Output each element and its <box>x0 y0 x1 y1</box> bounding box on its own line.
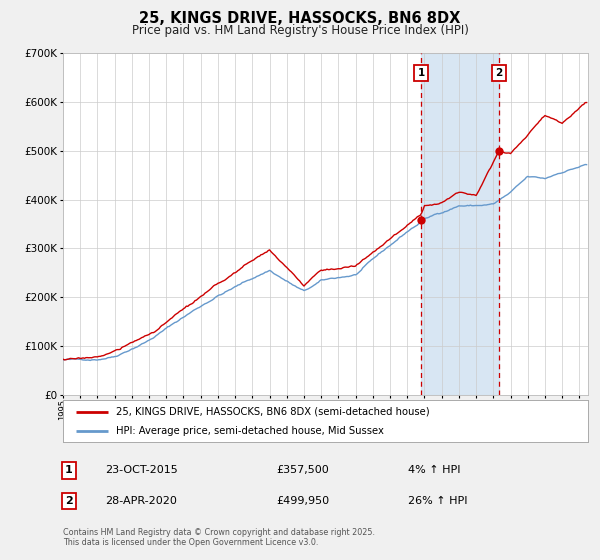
Text: Contains HM Land Registry data © Crown copyright and database right 2025.: Contains HM Land Registry data © Crown c… <box>63 528 375 536</box>
Text: 1: 1 <box>65 465 73 475</box>
Text: 26% ↑ HPI: 26% ↑ HPI <box>408 496 467 506</box>
Text: This data is licensed under the Open Government Licence v3.0.: This data is licensed under the Open Gov… <box>63 538 319 547</box>
Text: Price paid vs. HM Land Registry's House Price Index (HPI): Price paid vs. HM Land Registry's House … <box>131 24 469 36</box>
Bar <box>421 53 499 395</box>
Text: 1: 1 <box>418 68 425 78</box>
Text: 23-OCT-2015: 23-OCT-2015 <box>105 465 178 475</box>
Text: 25, KINGS DRIVE, HASSOCKS, BN6 8DX (semi-detached house): 25, KINGS DRIVE, HASSOCKS, BN6 8DX (semi… <box>115 407 429 417</box>
Text: £357,500: £357,500 <box>276 465 329 475</box>
Text: 4% ↑ HPI: 4% ↑ HPI <box>408 465 461 475</box>
Text: 25, KINGS DRIVE, HASSOCKS, BN6 8DX: 25, KINGS DRIVE, HASSOCKS, BN6 8DX <box>139 11 461 26</box>
Text: HPI: Average price, semi-detached house, Mid Sussex: HPI: Average price, semi-detached house,… <box>115 426 383 436</box>
Text: 2: 2 <box>496 68 503 78</box>
Text: £499,950: £499,950 <box>276 496 329 506</box>
Text: 2: 2 <box>65 496 73 506</box>
Text: 28-APR-2020: 28-APR-2020 <box>105 496 177 506</box>
